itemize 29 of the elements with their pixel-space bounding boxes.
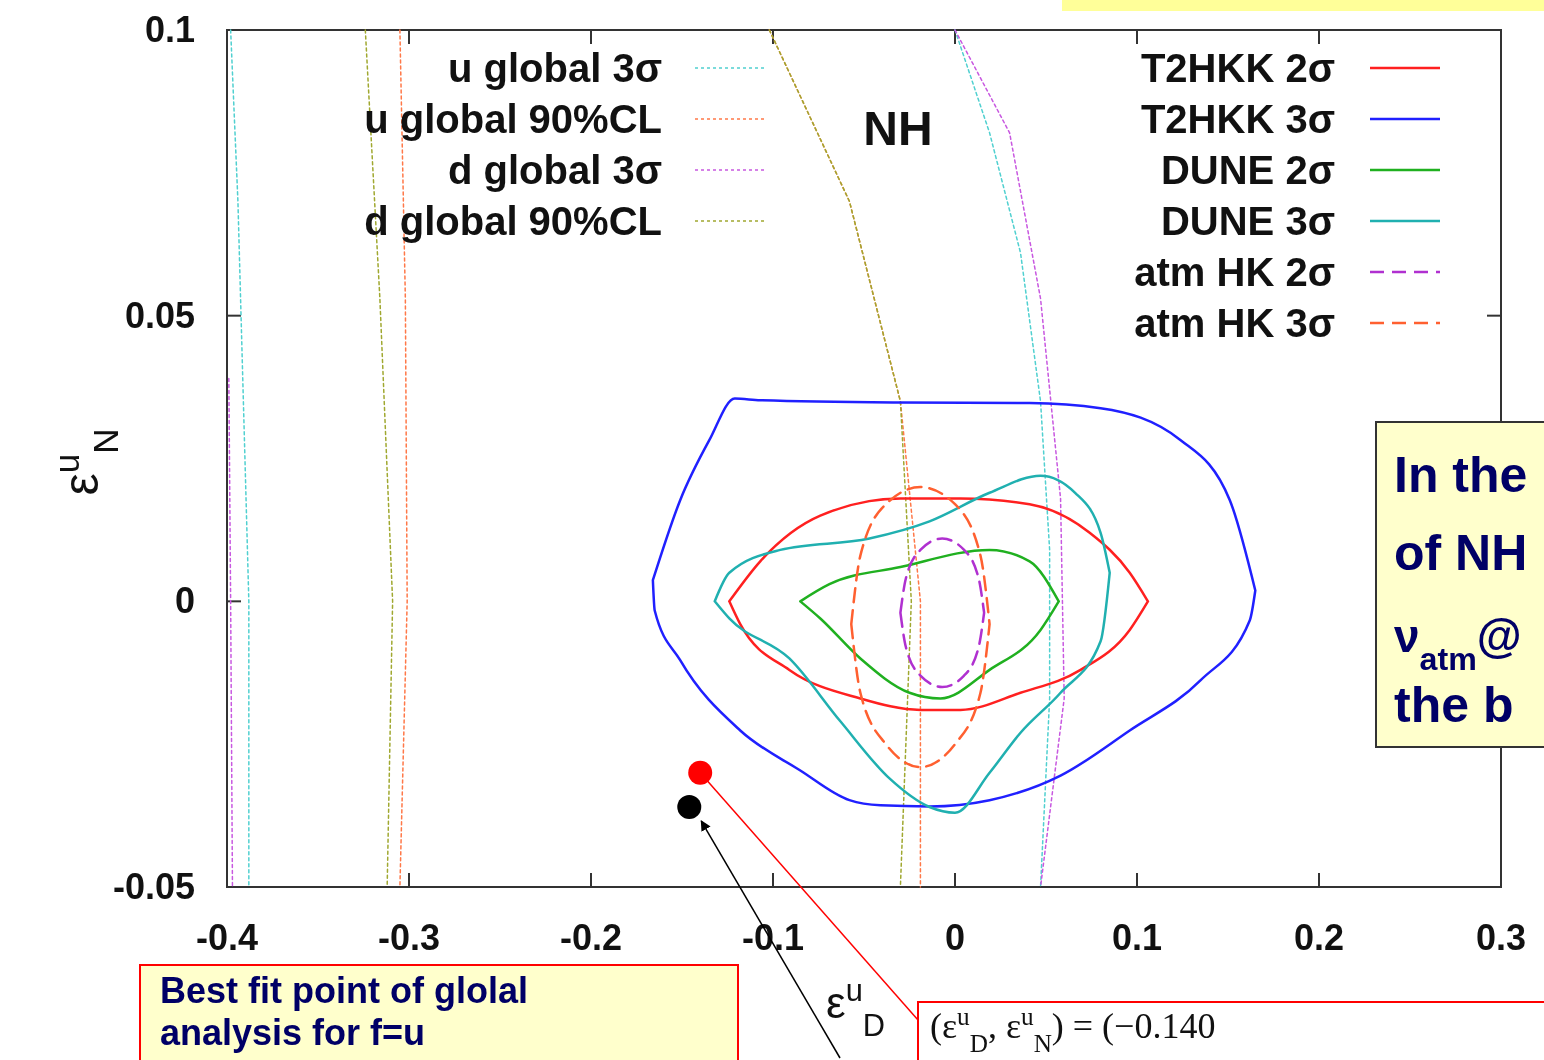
legend-label: u global 90%CL: [364, 97, 662, 141]
legend-label: d global 90%CL: [364, 199, 662, 243]
y-tick-label: -0.05: [112, 866, 195, 907]
annotation: In the: [1394, 447, 1528, 503]
annotation: of NH: [1394, 525, 1528, 581]
y-tick-label: 0.1: [144, 9, 195, 50]
text: analysis for f=u: [160, 1012, 426, 1053]
x-tick-label: -0.4: [195, 917, 259, 958]
legend-label: DUNE 2σ: [1160, 148, 1335, 192]
annotation: NH: [863, 102, 933, 155]
y-tick-label: 0.05: [124, 294, 195, 336]
x-tick-label: 0.2: [1293, 917, 1345, 958]
legend-label: DUNE 3σ: [1160, 199, 1335, 243]
legend-label: u global 3σ: [447, 46, 662, 90]
legend-label: T2HKK 3σ: [1140, 97, 1335, 141]
x-tick-label: 0.1: [1111, 917, 1163, 958]
y-tick-label: 0: [174, 580, 195, 622]
annotation: the b: [1394, 677, 1514, 733]
x-tick-label: 0: [944, 917, 966, 958]
annotation: ν$_{atm}$@: [1394, 610, 1522, 677]
x-tick-label: -0.2: [559, 917, 623, 958]
legend-label: d global 3σ: [447, 148, 662, 192]
annotation: (ε$^{u}$$_{D}$, ε$^{u}$$_{N}$) = (−0.140: [930, 1002, 1216, 1057]
text: Best fit point of glolal: [160, 970, 528, 1011]
legend-label: atm HK 3σ: [1134, 301, 1335, 345]
x-tick-label: 0.3: [1475, 917, 1527, 958]
x-tick-label: -0.3: [377, 917, 441, 958]
legend-label: atm HK 2σ: [1134, 250, 1335, 294]
legend-label: T2HKK 2σ: [1140, 46, 1335, 90]
